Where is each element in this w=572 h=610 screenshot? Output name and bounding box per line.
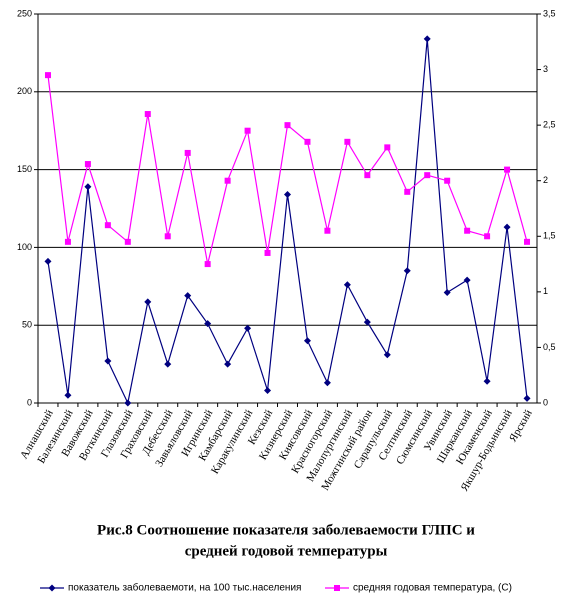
marker	[64, 238, 71, 245]
marker	[124, 399, 132, 407]
y2-tick-label: 2,5	[543, 120, 556, 130]
y2-tick-label: 3	[543, 64, 548, 74]
marker	[383, 351, 391, 359]
marker	[324, 227, 331, 234]
marker	[44, 72, 51, 79]
marker	[104, 357, 112, 365]
y2-tick-label: 0,5	[543, 342, 556, 352]
y-tick-label: 150	[17, 164, 32, 174]
plot-area	[37, 13, 538, 404]
marker	[423, 35, 431, 43]
chart-title: Рис.8 Соотношение показателя заболеваемо…	[97, 522, 475, 538]
marker	[363, 318, 371, 326]
marker	[84, 161, 91, 168]
marker	[464, 227, 471, 234]
marker	[463, 276, 471, 284]
y-tick-label: 100	[17, 242, 32, 252]
legend-label: показатель заболеваемоти, на 100 тыс.нас…	[68, 582, 301, 594]
y2-tick-label: 0	[543, 397, 548, 407]
marker	[284, 190, 291, 198]
legend-label: средняя годовая температура, (С)	[353, 583, 512, 594]
marker	[424, 172, 431, 179]
marker	[444, 177, 451, 184]
legend-marker	[334, 585, 340, 591]
y2-tick-label: 2	[543, 175, 548, 185]
y-tick-label: 0	[27, 397, 32, 407]
y2-tick-label: 1,5	[543, 231, 556, 241]
marker	[504, 166, 511, 173]
marker	[244, 127, 251, 134]
legend-marker	[48, 584, 56, 592]
marker	[184, 292, 192, 300]
marker	[343, 281, 351, 289]
y2-tick-label: 1	[543, 286, 548, 296]
marker	[503, 223, 511, 231]
marker	[224, 360, 232, 368]
marker	[184, 149, 191, 156]
marker	[323, 379, 331, 387]
marker	[144, 298, 152, 306]
marker	[244, 324, 252, 332]
series-line	[47, 38, 528, 405]
marker	[404, 188, 411, 195]
marker	[164, 360, 172, 368]
marker	[524, 238, 531, 245]
marker	[443, 289, 451, 297]
marker	[304, 138, 311, 145]
marker	[384, 144, 391, 151]
marker	[124, 238, 131, 245]
marker	[483, 377, 491, 385]
marker	[204, 261, 211, 268]
marker	[484, 233, 491, 240]
marker	[284, 122, 291, 129]
marker	[144, 111, 151, 118]
marker	[523, 394, 531, 402]
chart-title: средней годовой температуры	[185, 543, 388, 559]
marker	[64, 391, 72, 399]
marker	[303, 337, 311, 345]
marker	[164, 233, 171, 240]
marker	[104, 222, 111, 229]
marker	[364, 172, 371, 179]
marker	[44, 257, 52, 265]
marker	[224, 177, 231, 184]
y-tick-label: 50	[22, 320, 32, 330]
y-tick-label: 200	[17, 86, 32, 96]
marker	[344, 138, 351, 145]
y2-tick-label: 3,5	[543, 8, 556, 18]
marker	[264, 387, 272, 395]
y-tick-label: 250	[17, 8, 32, 18]
marker	[403, 267, 411, 275]
marker	[204, 320, 212, 328]
marker	[84, 183, 92, 191]
marker	[264, 249, 271, 256]
